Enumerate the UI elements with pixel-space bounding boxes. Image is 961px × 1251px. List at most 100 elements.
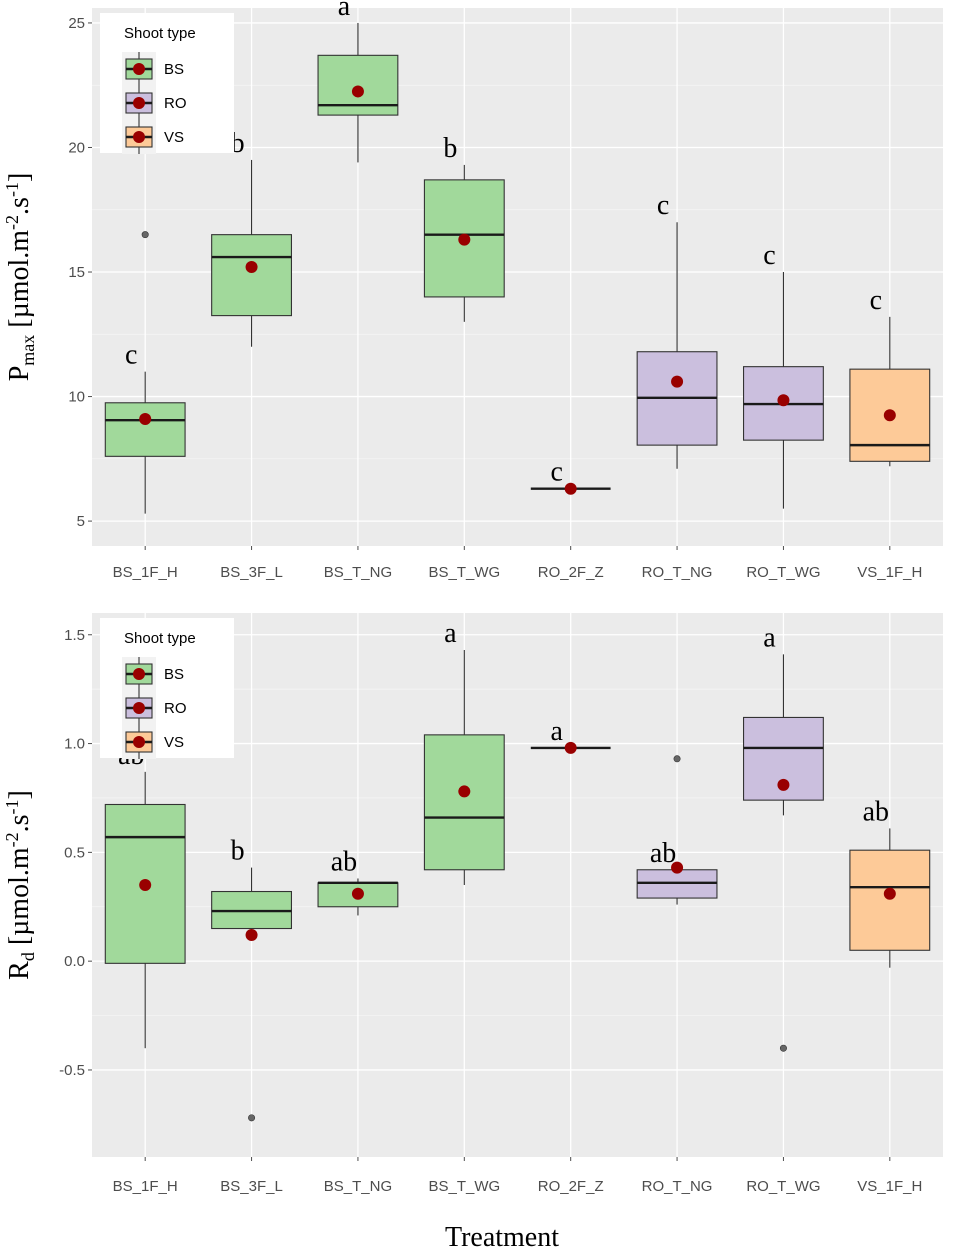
pmax-box-ro_t_wg: c <box>742 240 824 509</box>
legend-key-bs: BS <box>122 52 184 86</box>
pmax-x-tick-label: BS_T_NG <box>324 564 392 581</box>
legend-key-mean <box>133 702 145 714</box>
significance-letter: c <box>870 285 882 316</box>
outlier-point <box>141 231 149 239</box>
rd-box-ro_2f_z: a <box>530 716 611 754</box>
legend-label: RO <box>164 95 187 112</box>
rd-y-axis-title: Rd [µmol.m-2.s-1] <box>2 790 38 980</box>
rd-y-tick-label: -0.5 <box>59 1062 85 1079</box>
rd-x-tick-label: RO_T_NG <box>642 1178 713 1195</box>
legend-label: RO <box>164 700 187 717</box>
significance-letter: a <box>444 618 457 649</box>
rd-box-ro_t_wg: a <box>742 622 824 1052</box>
pmax-box-bs_t_ng: a <box>317 0 399 163</box>
legend-label: VS <box>164 129 184 146</box>
rd-box-vs_1f_h: ab <box>849 796 931 968</box>
y-title-main: P <box>4 366 35 382</box>
significance-letter: b <box>443 133 457 164</box>
rd-x-tick-label: RO_2F_Z <box>538 1178 604 1195</box>
mean-point <box>351 887 364 900</box>
pmax-x-tick-label: RO_2F_Z <box>538 564 604 581</box>
rd-legend: Shoot type BS RO VS <box>100 618 234 759</box>
significance-letter: b <box>231 128 245 159</box>
rd-box-bs_t_wg: a <box>423 618 505 885</box>
y-title-unit-end: ] <box>4 173 35 182</box>
legend-key-bs: BS <box>122 657 184 691</box>
significance-letter: ab <box>331 846 357 877</box>
mean-point <box>139 879 152 891</box>
mean-point <box>245 929 258 942</box>
rd-x-tick-label: RO_T_WG <box>746 1178 820 1195</box>
rd-box-bs_3f_l: b <box>211 836 293 1122</box>
pmax-x-tick-label: BS_3F_L <box>220 564 283 581</box>
mean-point <box>458 233 471 246</box>
rd-panel: -0.5 0.0 0.5 1.0 1.5 BS_1F_H BS_3F_L BS_T_NG BS_… <box>2 613 943 1195</box>
pmax-box-bs_t_wg: b <box>423 133 505 322</box>
rd-x-tick-label: BS_T_NG <box>324 1178 392 1195</box>
pmax-y-axis-title: Pmax [µmol.m-2.s-1] <box>2 173 38 382</box>
rd-y-tick-label: 0.0 <box>64 953 85 970</box>
legend-key-ro: RO <box>122 86 187 120</box>
y-title-superscript: -1 <box>2 799 22 814</box>
box-iqr <box>211 234 293 317</box>
y-title-superscript: -2 <box>2 832 22 847</box>
legend-label: VS <box>164 734 184 751</box>
outlier-point <box>673 755 681 763</box>
legend-label: BS <box>164 61 184 78</box>
legend-label: BS <box>164 666 184 683</box>
significance-letter: b <box>231 836 245 867</box>
significance-letter: c <box>657 190 669 221</box>
significance-letter: c <box>125 340 137 371</box>
box-iqr <box>423 734 505 871</box>
y-title-subscript: max <box>18 335 38 366</box>
pmax-legend: Shoot type BS RO VS <box>100 13 234 154</box>
rd-x-tick-label: BS_3F_L <box>220 1178 283 1195</box>
box-iqr <box>849 849 931 951</box>
y-title-unit: [µmol.m <box>4 230 35 335</box>
pmax-y-tick-label: 10 <box>68 389 85 406</box>
pmax-x-tick-label: RO_T_NG <box>642 564 713 581</box>
mean-point <box>883 409 896 422</box>
significance-letter: c <box>550 457 562 488</box>
significance-letter: a <box>763 622 776 653</box>
significance-letter: ab <box>650 838 676 869</box>
rd-y-tick-label: 1.5 <box>64 627 85 644</box>
rd-x-tick-label: VS_1F_H <box>857 1178 922 1195</box>
mean-point <box>671 375 684 388</box>
mean-point <box>458 785 471 798</box>
x-axis-title: Treatment <box>445 1222 559 1251</box>
legend-key-mean <box>133 131 145 143</box>
mean-point <box>139 412 152 425</box>
pmax-panel: 5 10 15 20 25 BS_1F_H BS_3F_L BS_T_NG BS_T_WG RO_… <box>2 0 943 581</box>
legend-key-mean <box>133 63 145 75</box>
mean-point <box>883 887 896 900</box>
significance-letter: c <box>763 240 775 271</box>
pmax-box-ro_t_ng: c <box>636 190 718 469</box>
y-title-superscript: -2 <box>2 215 22 230</box>
pmax-x-tick-label: BS_T_WG <box>428 564 500 581</box>
y-title-unit-mid: .s <box>4 197 35 215</box>
rd-x-tick-label: BS_T_WG <box>428 1178 500 1195</box>
outlier-point <box>779 1044 787 1052</box>
significance-letter: ab <box>863 796 889 827</box>
legend-title: Shoot type <box>124 630 196 647</box>
rd-y-tick-label: 1.0 <box>64 736 85 753</box>
mean-point <box>245 261 258 274</box>
mean-point <box>671 861 684 874</box>
legend-key-vs: VS <box>122 120 184 154</box>
pmax-box-bs_3f_l: b <box>211 128 293 347</box>
box-iqr <box>104 402 186 457</box>
significance-letter: a <box>338 0 351 22</box>
y-title-main: R <box>4 961 35 980</box>
mean-point <box>564 482 577 495</box>
pmax-box-ro_2f_z: c <box>530 457 611 495</box>
legend-key-mean <box>133 97 145 109</box>
pmax-x-tick-label: BS_1F_H <box>113 564 178 581</box>
pmax-box-vs_1f_h: c <box>849 285 931 467</box>
outlier-point <box>248 1114 256 1122</box>
y-title-superscript: -1 <box>2 182 22 197</box>
legend-key-mean <box>133 668 145 680</box>
y-title-subscript: d <box>18 952 38 961</box>
mean-point <box>564 741 577 754</box>
